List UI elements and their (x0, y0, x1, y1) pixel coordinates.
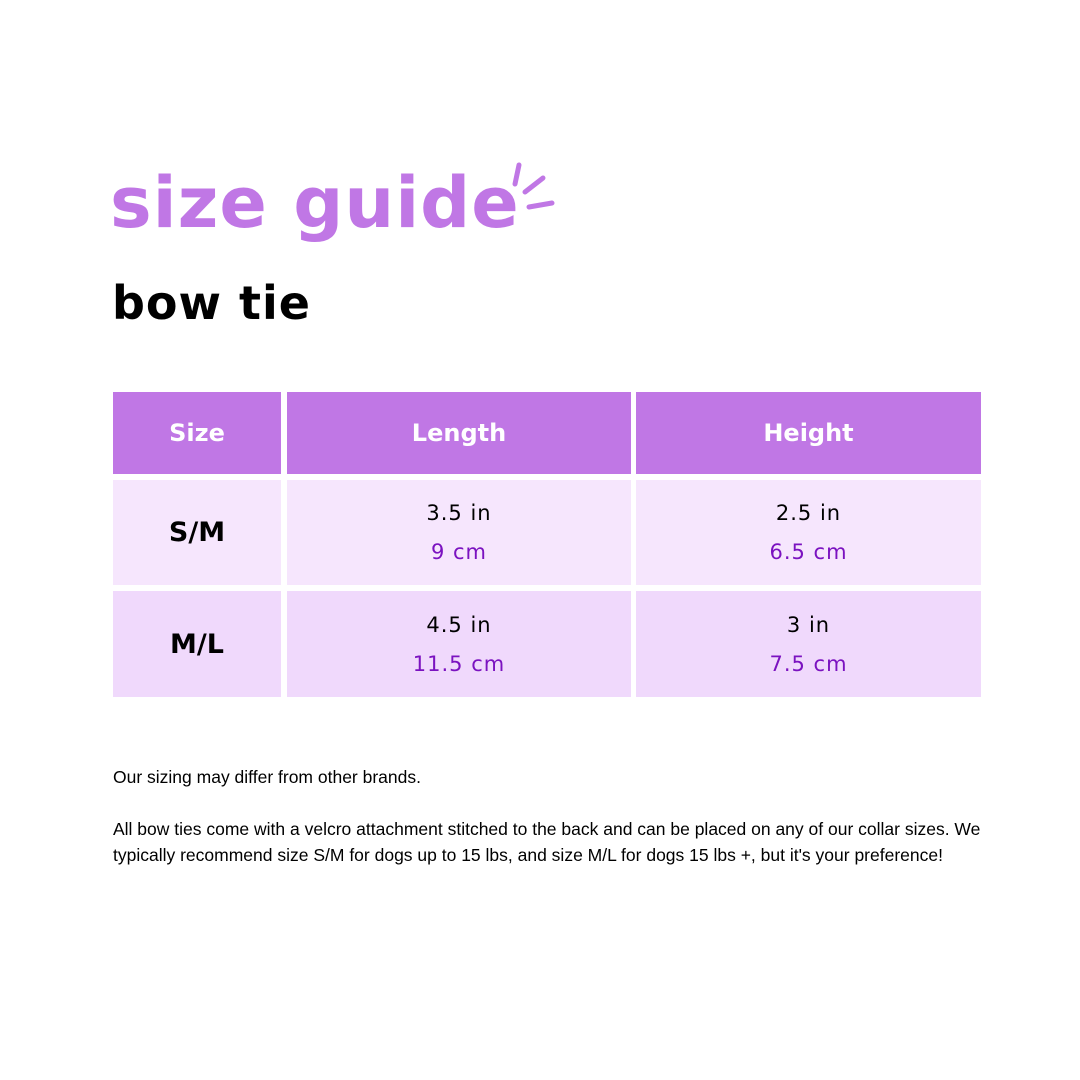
length-inches: 4.5 in (426, 612, 492, 637)
height-inches: 2.5 in (775, 501, 842, 525)
length-inches: 3.5 in (426, 501, 492, 525)
length-cm: 11.5 cm (412, 651, 506, 676)
size-label: S/M (113, 480, 281, 585)
header-size: Size (113, 392, 281, 474)
product-subtitle: bow tie (112, 276, 311, 330)
sizing-notes: Our sizing may differ from other brands.… (113, 764, 993, 894)
header-length: Length (287, 392, 631, 474)
note-paragraph: All bow ties come with a velcro attachme… (113, 819, 981, 865)
height-cell: 2.5 in 6.5 cm (636, 480, 981, 585)
height-cell: 3 in 7.5 cm (636, 591, 981, 697)
length-cm: 9 cm (430, 540, 488, 564)
page-title: size guide (110, 162, 520, 244)
note-paragraph: Our sizing may differ from other brands. (113, 767, 421, 787)
length-cell: 4.5 in 11.5 cm (287, 591, 631, 697)
height-inches: 3 in (786, 612, 831, 637)
length-cell: 3.5 in 9 cm (287, 480, 631, 585)
height-cm: 6.5 cm (769, 540, 848, 564)
header-height: Height (636, 392, 981, 474)
size-label: M/L (113, 591, 281, 697)
sparkle-icon (512, 162, 555, 210)
height-cm: 7.5 cm (769, 651, 848, 676)
